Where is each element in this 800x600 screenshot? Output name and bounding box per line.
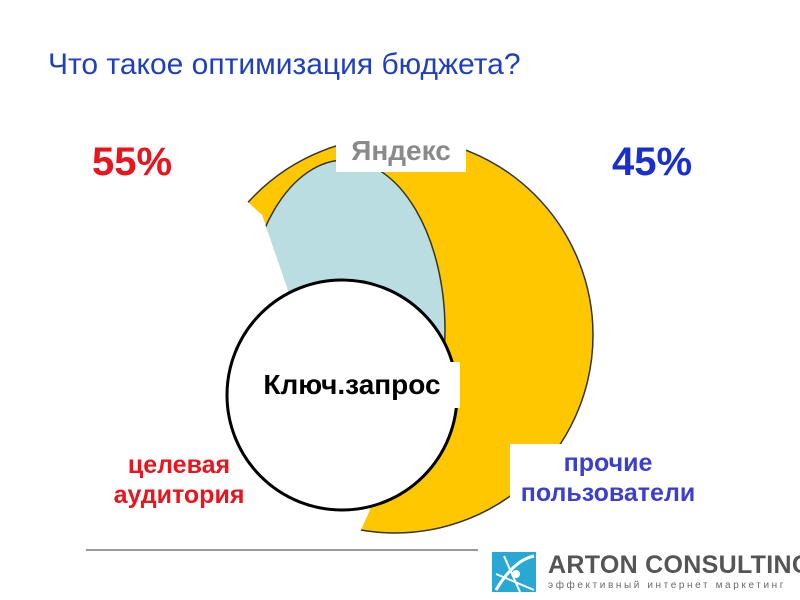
other-users-line1: прочие — [563, 449, 653, 477]
keyword-query-label: Ключ.запрос — [244, 362, 460, 408]
other-users-line2: пользователи — [520, 479, 696, 507]
others-percent: 45% — [612, 140, 693, 184]
logo-name: ARTON CONSULTING — [548, 551, 800, 579]
target-audience-line1: целевая — [127, 451, 231, 479]
target-percent: 55% — [92, 140, 173, 184]
arton-logo-mark — [492, 552, 536, 593]
target-audience-line2: аудитория — [113, 481, 245, 509]
logo-tagline: эффективный интернет маркетинг — [548, 580, 787, 591]
target-audience-label: целевая аудитория — [104, 450, 254, 510]
other-users-label: прочие пользователи — [510, 444, 706, 514]
yandex-label: Яндекс — [336, 130, 466, 172]
footer-divider — [86, 549, 478, 551]
page-title: Что такое оптимизация бюджета? — [48, 48, 521, 81]
